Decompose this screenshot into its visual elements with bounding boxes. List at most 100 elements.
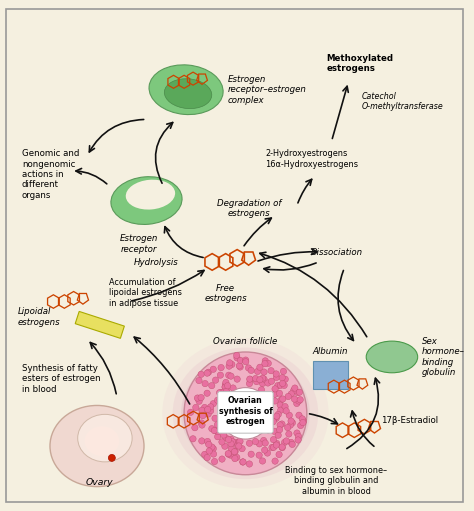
Circle shape <box>234 352 240 359</box>
Circle shape <box>199 420 205 426</box>
Circle shape <box>234 442 240 448</box>
Circle shape <box>270 419 276 425</box>
Circle shape <box>205 411 211 417</box>
Circle shape <box>215 433 221 440</box>
Circle shape <box>196 398 202 404</box>
Circle shape <box>279 444 285 450</box>
Circle shape <box>276 390 283 397</box>
Text: Estrogen
receptor–estrogen
complex: Estrogen receptor–estrogen complex <box>228 75 307 105</box>
Bar <box>313 361 348 389</box>
Circle shape <box>219 439 225 445</box>
Ellipse shape <box>164 79 212 109</box>
Circle shape <box>191 425 198 431</box>
Circle shape <box>228 446 235 452</box>
Circle shape <box>228 436 234 443</box>
Circle shape <box>236 363 243 369</box>
Circle shape <box>202 381 208 387</box>
Circle shape <box>222 384 228 390</box>
Circle shape <box>243 359 249 365</box>
Circle shape <box>204 454 210 461</box>
Circle shape <box>289 420 296 426</box>
Circle shape <box>257 377 263 383</box>
Circle shape <box>231 449 237 455</box>
Circle shape <box>294 389 301 396</box>
Text: Accumulation of
lipoidal estrogens
in adipose tissue: Accumulation of lipoidal estrogens in ad… <box>109 278 182 308</box>
Circle shape <box>295 437 301 443</box>
Circle shape <box>272 391 278 397</box>
Circle shape <box>300 420 306 426</box>
Circle shape <box>228 440 234 447</box>
Circle shape <box>292 385 298 391</box>
Circle shape <box>205 406 211 413</box>
Circle shape <box>230 385 236 391</box>
Circle shape <box>243 357 249 363</box>
Circle shape <box>296 398 302 404</box>
Text: Binding to sex hormone–
binding globulin and
albumin in blood: Binding to sex hormone– binding globulin… <box>285 466 388 496</box>
Circle shape <box>259 458 266 464</box>
Circle shape <box>294 399 301 405</box>
Ellipse shape <box>111 177 182 224</box>
Circle shape <box>265 360 272 366</box>
Text: 17β-Estradiol: 17β-Estradiol <box>381 416 438 425</box>
Circle shape <box>288 391 294 397</box>
Circle shape <box>217 389 223 396</box>
Circle shape <box>273 440 280 447</box>
Circle shape <box>204 370 210 376</box>
Circle shape <box>271 416 277 422</box>
Circle shape <box>253 376 259 382</box>
Circle shape <box>209 426 215 432</box>
Circle shape <box>210 446 217 452</box>
Circle shape <box>192 404 199 411</box>
Circle shape <box>261 369 267 375</box>
Text: Sex
hormone–
binding
globulin: Sex hormone– binding globulin <box>422 337 465 377</box>
Circle shape <box>236 438 242 445</box>
Circle shape <box>273 413 280 420</box>
Circle shape <box>218 394 224 401</box>
Ellipse shape <box>78 414 132 462</box>
Circle shape <box>248 451 255 457</box>
Text: Synthesis of fatty
esters of estrogen
in blood: Synthesis of fatty esters of estrogen in… <box>22 364 100 393</box>
Circle shape <box>232 439 238 446</box>
Circle shape <box>234 376 240 382</box>
Circle shape <box>240 459 246 465</box>
Circle shape <box>218 389 224 396</box>
Text: Methoxylated
estrogens: Methoxylated estrogens <box>327 54 393 74</box>
Circle shape <box>220 388 271 439</box>
Circle shape <box>273 374 280 381</box>
Text: Ovarian follicle: Ovarian follicle <box>213 337 278 346</box>
Circle shape <box>240 459 246 465</box>
Circle shape <box>280 396 286 402</box>
Circle shape <box>248 367 255 374</box>
Circle shape <box>286 412 292 419</box>
Circle shape <box>234 454 240 460</box>
Ellipse shape <box>126 180 175 210</box>
Circle shape <box>228 373 234 379</box>
Circle shape <box>294 430 300 436</box>
Text: Estrogen
receptor: Estrogen receptor <box>119 234 158 253</box>
Text: 2-Hydroxyestrogens
16α-Hydroxyestrogens: 2-Hydroxyestrogens 16α-Hydroxyestrogens <box>265 149 358 169</box>
Circle shape <box>220 389 227 396</box>
Circle shape <box>190 436 196 442</box>
Circle shape <box>275 382 281 389</box>
Circle shape <box>282 403 288 410</box>
Circle shape <box>223 386 229 393</box>
Text: Hydrolysis: Hydrolysis <box>134 258 179 267</box>
Circle shape <box>272 386 278 392</box>
Circle shape <box>265 427 272 433</box>
Circle shape <box>225 436 232 443</box>
Circle shape <box>220 432 227 438</box>
Text: Dissociation: Dissociation <box>310 248 363 257</box>
Text: Lipoidal
estrogens: Lipoidal estrogens <box>18 308 61 327</box>
Circle shape <box>275 432 282 438</box>
Circle shape <box>287 422 293 428</box>
Circle shape <box>223 379 229 386</box>
Circle shape <box>226 372 232 378</box>
Circle shape <box>208 404 214 410</box>
Circle shape <box>276 427 283 433</box>
Circle shape <box>199 407 205 413</box>
Ellipse shape <box>181 355 310 472</box>
Circle shape <box>222 434 229 441</box>
Circle shape <box>210 451 217 457</box>
Circle shape <box>278 397 284 403</box>
Circle shape <box>222 384 228 390</box>
